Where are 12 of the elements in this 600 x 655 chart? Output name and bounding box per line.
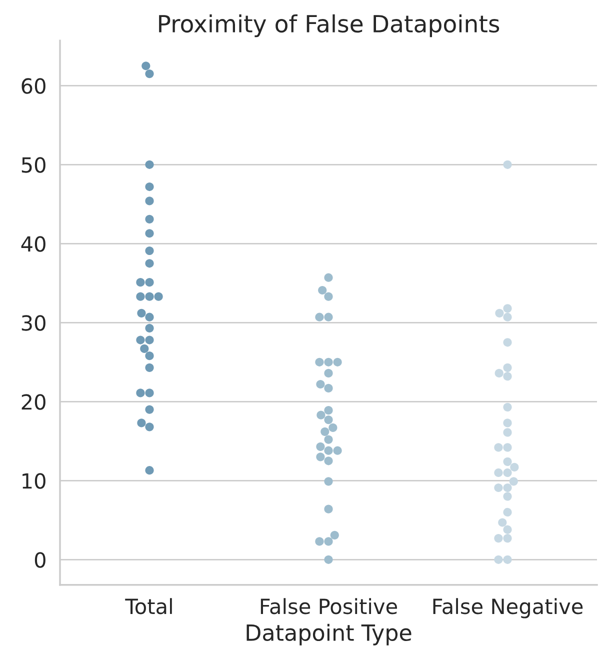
y-tick-label: 60 [22, 78, 46, 94]
y-tick-label: 10 [22, 473, 46, 489]
x-axis-title: Datapoint Type [246, 624, 412, 646]
x-tick-label: False Negative [433, 598, 583, 618]
y-tick-label: 0 [34, 552, 46, 568]
x-tick-label: False Positive [260, 598, 398, 614]
y-tick-label: 40 [21, 236, 46, 252]
y-tick-label: 20 [22, 394, 46, 410]
chart-title: Proximity of False Datapoints [159, 14, 500, 38]
y-tick-label: 30 [22, 315, 46, 331]
x-tick-label: Total [125, 598, 172, 614]
y-tick-label: 50 [22, 157, 46, 173]
